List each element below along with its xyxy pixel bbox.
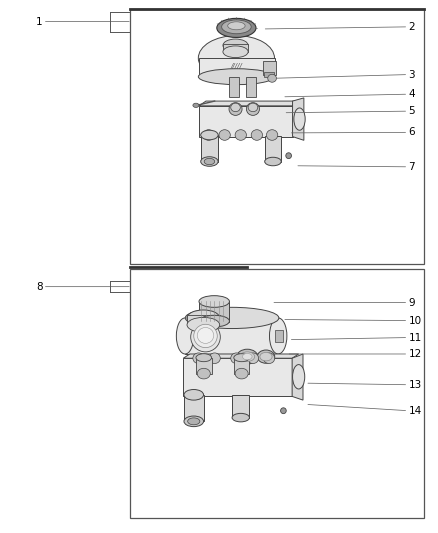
Bar <box>232 395 250 418</box>
Bar <box>184 358 292 397</box>
Ellipse shape <box>247 353 258 364</box>
Ellipse shape <box>199 296 230 308</box>
Ellipse shape <box>196 354 212 362</box>
Ellipse shape <box>294 108 305 130</box>
Ellipse shape <box>235 130 247 140</box>
Ellipse shape <box>234 354 250 362</box>
Ellipse shape <box>223 39 248 52</box>
Bar <box>223 44 248 52</box>
Bar <box>247 77 256 97</box>
Ellipse shape <box>201 130 218 140</box>
Bar <box>262 61 276 75</box>
Text: 12: 12 <box>408 349 421 359</box>
Ellipse shape <box>201 157 218 166</box>
Ellipse shape <box>197 327 214 343</box>
Text: 6: 6 <box>408 127 415 138</box>
Bar <box>199 302 229 321</box>
Polygon shape <box>292 354 303 400</box>
Ellipse shape <box>209 353 220 364</box>
Bar <box>184 395 204 421</box>
Ellipse shape <box>198 36 275 80</box>
Ellipse shape <box>217 18 256 37</box>
Ellipse shape <box>269 318 287 354</box>
Ellipse shape <box>187 418 200 425</box>
Ellipse shape <box>281 408 286 414</box>
Ellipse shape <box>248 103 258 112</box>
Ellipse shape <box>251 130 262 140</box>
Ellipse shape <box>187 317 219 332</box>
Ellipse shape <box>263 353 275 364</box>
Ellipse shape <box>191 322 220 352</box>
Text: 11: 11 <box>408 333 421 343</box>
Bar <box>130 10 424 264</box>
Ellipse shape <box>187 310 219 326</box>
Bar <box>201 135 218 161</box>
Text: 10: 10 <box>408 316 421 326</box>
Ellipse shape <box>235 368 248 379</box>
Ellipse shape <box>228 22 245 30</box>
Ellipse shape <box>229 103 242 115</box>
Ellipse shape <box>268 74 276 82</box>
Ellipse shape <box>266 130 278 140</box>
Text: /////: ///// <box>230 63 242 69</box>
Ellipse shape <box>293 365 305 389</box>
Text: 13: 13 <box>408 379 421 390</box>
Ellipse shape <box>243 353 252 360</box>
Ellipse shape <box>177 318 194 354</box>
Text: 2: 2 <box>408 22 415 32</box>
Ellipse shape <box>222 20 251 34</box>
Ellipse shape <box>204 158 215 165</box>
Polygon shape <box>184 354 299 358</box>
Ellipse shape <box>257 350 275 364</box>
Text: 1: 1 <box>36 17 43 27</box>
Bar <box>234 358 250 374</box>
Ellipse shape <box>203 130 214 140</box>
Text: 5: 5 <box>408 106 415 116</box>
Ellipse shape <box>232 414 250 422</box>
Text: 9: 9 <box>408 297 415 308</box>
Ellipse shape <box>223 46 248 58</box>
Bar <box>187 316 220 325</box>
Bar <box>265 136 281 161</box>
Ellipse shape <box>265 157 281 166</box>
Text: 3: 3 <box>408 70 415 79</box>
Text: 8: 8 <box>36 281 43 292</box>
Ellipse shape <box>198 69 275 85</box>
Ellipse shape <box>184 416 204 426</box>
Ellipse shape <box>231 103 240 112</box>
Ellipse shape <box>197 368 210 379</box>
Bar <box>185 318 279 354</box>
Bar <box>229 77 239 97</box>
Ellipse shape <box>286 153 291 159</box>
Polygon shape <box>199 101 300 106</box>
Ellipse shape <box>194 324 217 348</box>
Bar <box>198 58 275 77</box>
Ellipse shape <box>193 103 199 108</box>
Ellipse shape <box>199 316 230 327</box>
Bar <box>199 106 293 136</box>
Ellipse shape <box>219 130 230 140</box>
Bar <box>275 330 283 342</box>
Bar <box>264 72 274 77</box>
Ellipse shape <box>193 353 204 364</box>
Text: 7: 7 <box>408 162 415 172</box>
Bar <box>196 358 212 374</box>
Ellipse shape <box>247 103 259 115</box>
Ellipse shape <box>260 352 272 361</box>
Ellipse shape <box>237 349 258 364</box>
Ellipse shape <box>231 353 242 364</box>
Ellipse shape <box>185 308 279 328</box>
Ellipse shape <box>184 390 204 400</box>
Bar <box>130 269 424 519</box>
Polygon shape <box>293 98 304 140</box>
Ellipse shape <box>240 352 254 361</box>
Text: 4: 4 <box>408 89 415 99</box>
Text: 14: 14 <box>408 406 421 416</box>
